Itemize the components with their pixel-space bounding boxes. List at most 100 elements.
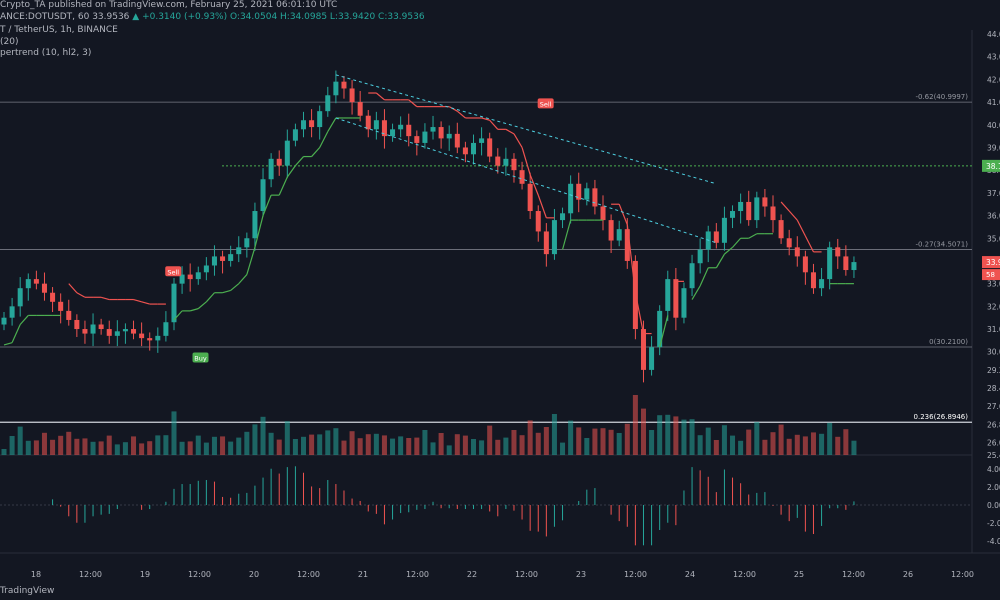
candle	[511, 158, 517, 171]
volume-bar	[851, 440, 857, 455]
price-tick-label: 28.40	[987, 384, 1000, 393]
candle	[584, 188, 590, 200]
supertrend-segment	[197, 301, 207, 310]
volume-bar	[713, 440, 719, 455]
volume-bar	[616, 433, 622, 455]
time-tick-label: 12:00	[842, 570, 865, 579]
volume-bar	[592, 428, 598, 455]
supertrend-segment	[408, 99, 418, 108]
volume-bar	[786, 438, 792, 455]
candle	[284, 140, 290, 166]
volume-bar	[317, 434, 323, 455]
candle	[131, 329, 137, 334]
supertrend-segment	[286, 165, 296, 178]
last-price-tag	[982, 256, 1000, 269]
candle	[422, 131, 428, 143]
volume-bar	[446, 445, 452, 455]
countdown-tag	[982, 269, 1000, 281]
candle	[762, 197, 768, 207]
time-tick-label: 20	[249, 570, 259, 579]
price-tick-label: 42.00	[987, 75, 1000, 84]
volume-bar	[689, 419, 695, 455]
volume-bar	[624, 423, 630, 455]
candle	[794, 247, 800, 257]
volume-bar	[292, 439, 298, 455]
candle	[640, 329, 646, 370]
supertrend-segment	[76, 292, 86, 298]
volume-bar	[794, 434, 800, 455]
volume-bar	[365, 434, 371, 455]
volume-bar	[41, 432, 47, 455]
supertrend-segment	[173, 310, 183, 321]
candle	[657, 310, 663, 348]
candle	[414, 136, 420, 143]
time-tick-label: 21	[358, 570, 368, 579]
supertrend-segment	[521, 147, 531, 175]
supertrend-segment	[254, 215, 264, 248]
volume-bar	[341, 440, 347, 455]
supertrend-segment	[691, 285, 701, 300]
supertrend-segment	[699, 267, 709, 287]
price-change: ▲ +0.3140 (+0.93%)	[132, 12, 228, 22]
last-price: 33.9536	[92, 12, 130, 22]
candle	[106, 329, 112, 336]
volume-bar	[738, 440, 744, 455]
supertrend-segment	[205, 292, 215, 303]
volume-bar	[131, 436, 137, 455]
volume-bar	[139, 443, 145, 455]
supertrend-segment	[133, 298, 142, 303]
volume-bar	[414, 437, 420, 455]
volume-bar	[721, 425, 727, 455]
candle	[203, 265, 209, 273]
candle	[390, 129, 396, 137]
volume-bar	[746, 429, 752, 455]
time-tick-label: 12:00	[406, 570, 429, 579]
candle	[17, 288, 23, 307]
time-tick-label: 12:00	[188, 570, 211, 579]
candle	[778, 220, 784, 239]
candle	[527, 183, 533, 212]
supertrend-segment	[311, 147, 321, 157]
signal-label: Sell	[167, 268, 179, 276]
candle	[244, 238, 250, 248]
candle	[560, 213, 566, 221]
supertrend-segment	[505, 128, 515, 135]
supertrend-segment	[3, 342, 13, 346]
indicator-volume[interactable]: (20)	[0, 37, 19, 47]
price-tick-label: 31.00	[987, 325, 1000, 334]
volume-bar	[284, 421, 290, 455]
volume-bar	[462, 435, 468, 455]
price-tick-label: 33.00	[987, 280, 1000, 289]
indicator-supertrend[interactable]: pertrend (10, hl2, 3)	[0, 48, 92, 58]
candle	[33, 279, 39, 284]
supertrend-segment	[489, 119, 499, 130]
volume-bar	[333, 428, 339, 455]
supertrend-segment	[294, 156, 304, 167]
candle	[381, 120, 387, 137]
candle	[82, 329, 88, 334]
supertrend-segment	[748, 233, 758, 239]
candle	[325, 95, 331, 112]
volume-bar	[220, 436, 226, 455]
candle	[843, 256, 849, 271]
volume-bar	[551, 414, 557, 455]
volume-bar	[106, 435, 112, 455]
candle	[276, 158, 282, 166]
price-tick-label: 32.00	[987, 302, 1000, 311]
volume-bar	[244, 431, 250, 455]
volume-bar	[835, 436, 841, 455]
symbol-description: T / TetherUS, 1h, BINANCE	[0, 25, 118, 35]
fib-label: 0(30.2100)	[929, 338, 968, 346]
candle	[309, 120, 315, 128]
candle	[438, 127, 444, 139]
candle	[41, 283, 47, 293]
signal-badge	[537, 98, 554, 109]
supertrend-segment	[230, 283, 240, 291]
price-tick-label: 26.00	[987, 439, 1000, 448]
volume-bar	[479, 440, 485, 455]
supertrend-segment	[626, 224, 636, 293]
tradingview-brand[interactable]: TradingView	[0, 586, 55, 596]
supertrend-segment	[724, 246, 733, 255]
candle	[786, 238, 792, 248]
